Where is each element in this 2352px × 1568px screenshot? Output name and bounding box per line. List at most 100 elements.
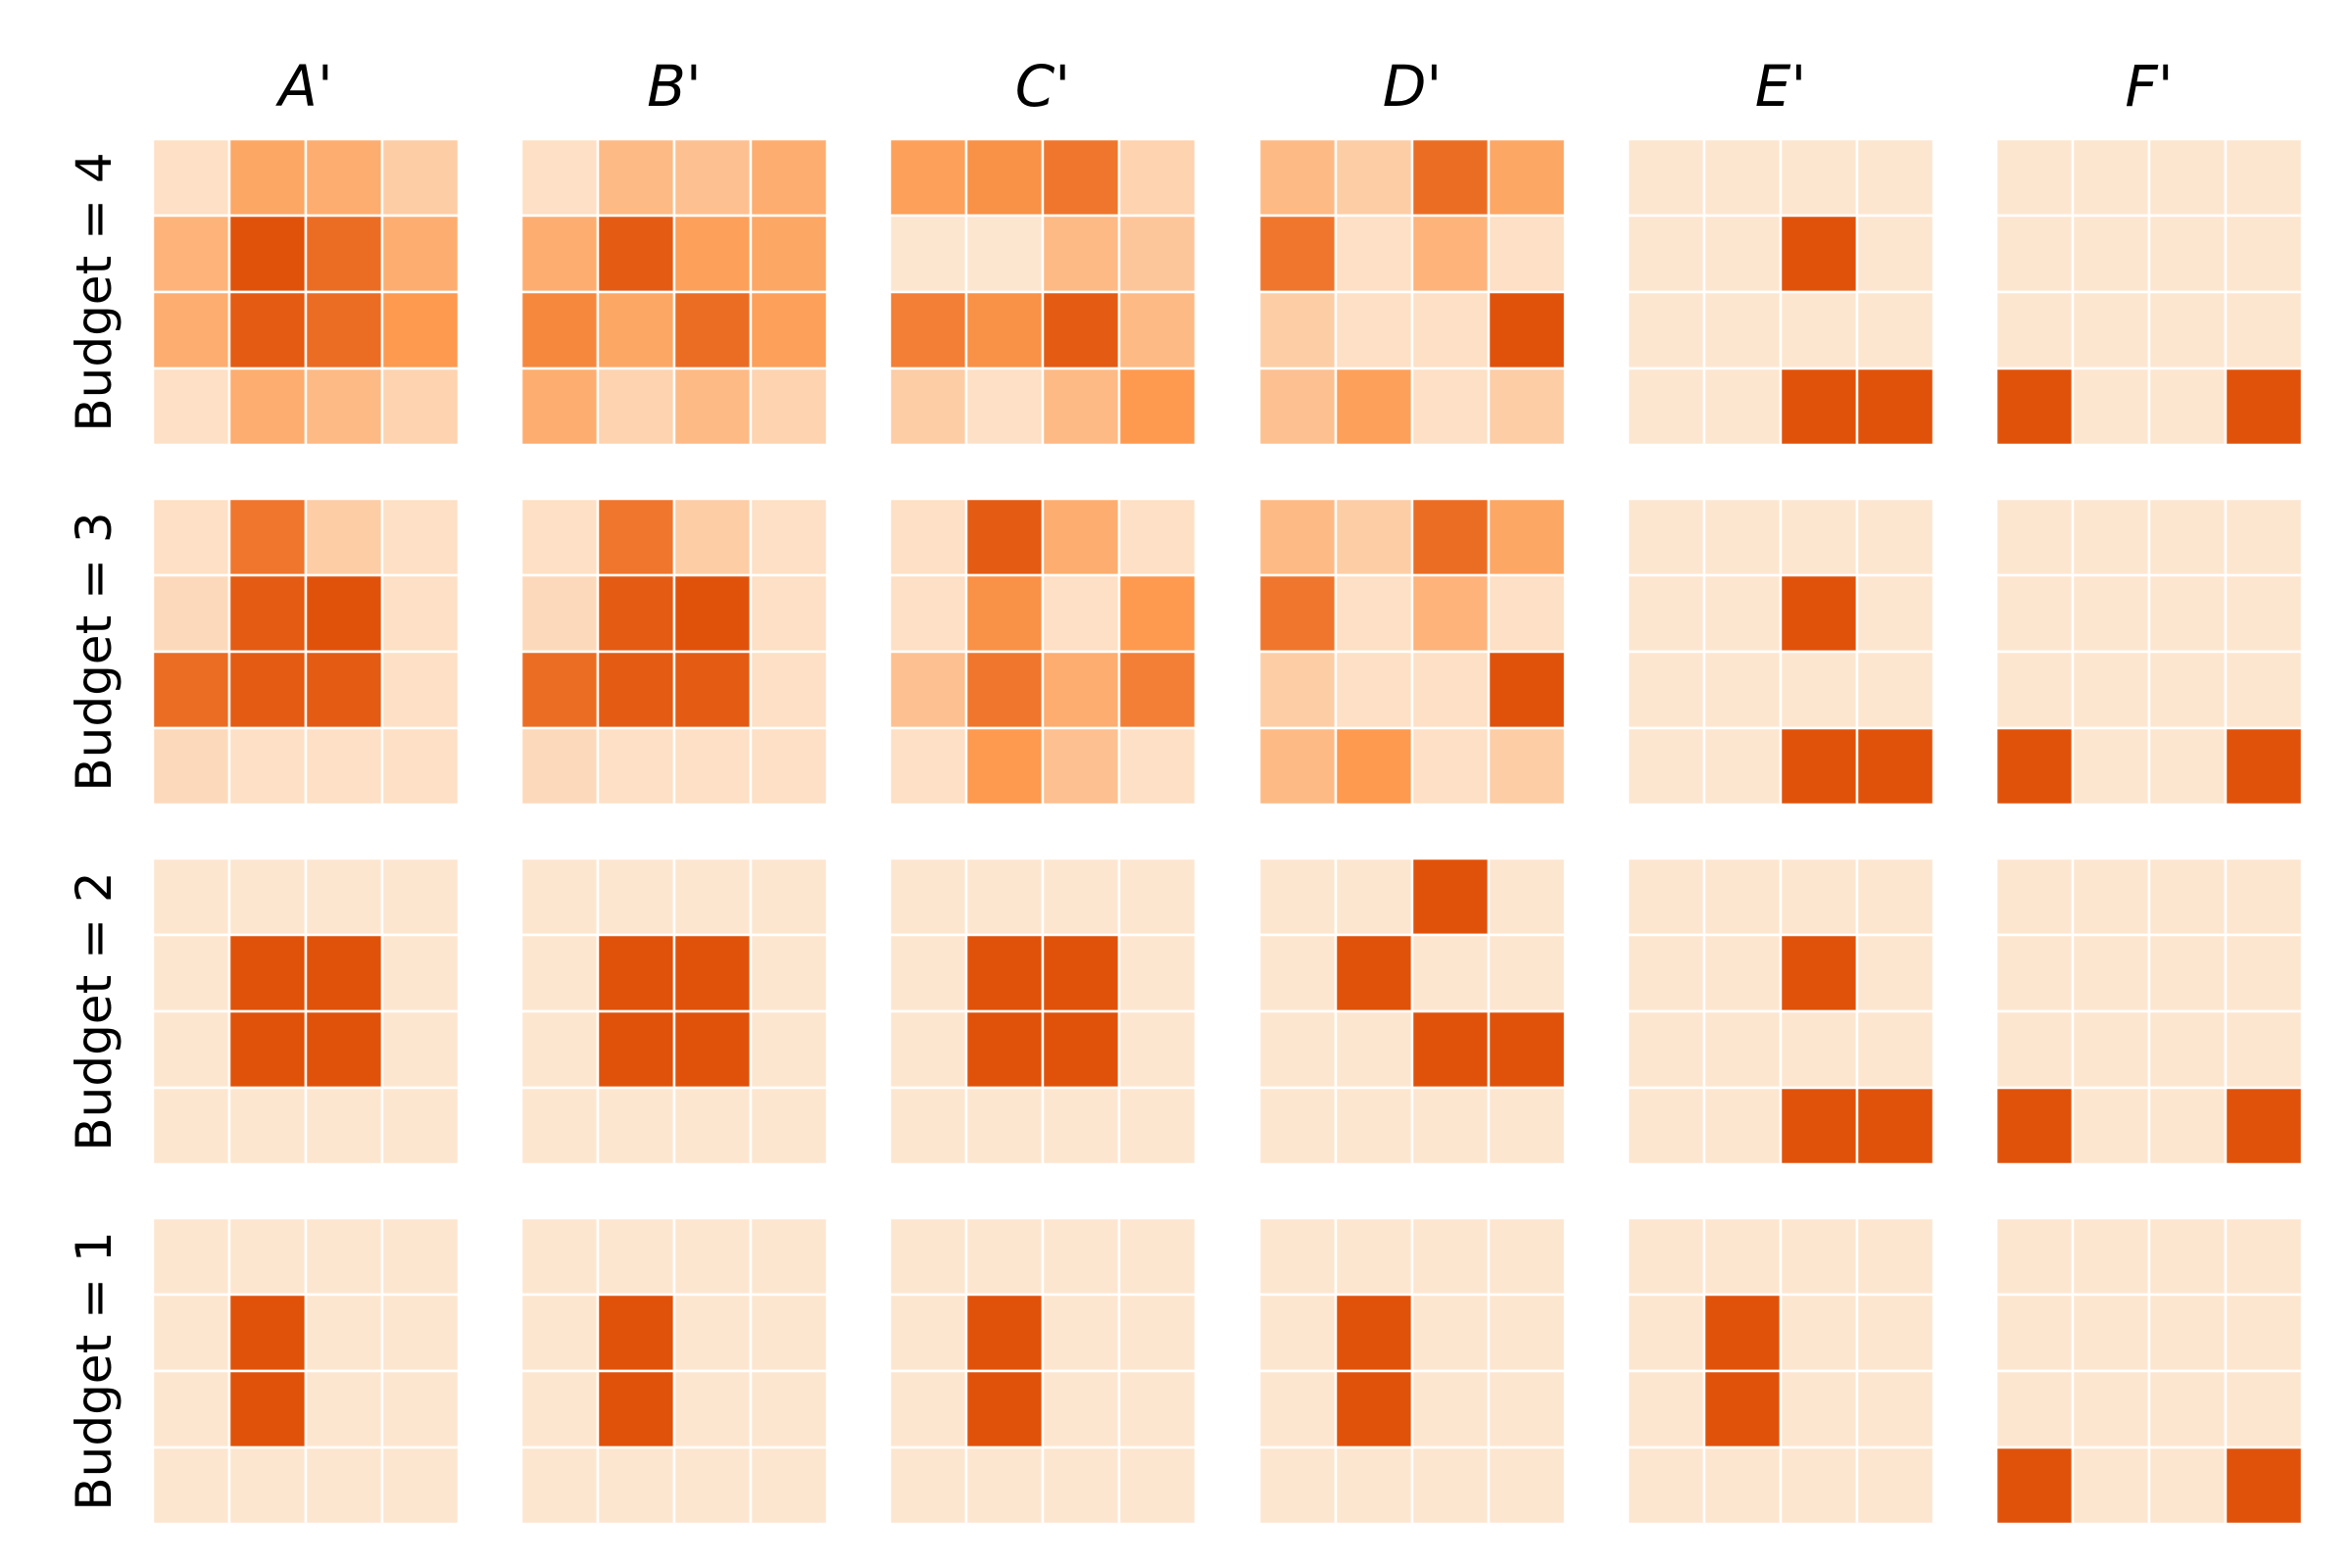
heatmap-cell bbox=[1487, 1086, 1567, 1166]
heatmap-cell bbox=[151, 1086, 231, 1166]
heatmap-cell bbox=[151, 290, 231, 370]
heatmap-cell bbox=[2071, 214, 2151, 294]
heatmap-cell bbox=[596, 1009, 676, 1090]
heatmap-cell bbox=[1117, 1086, 1198, 1166]
heatmap-cell bbox=[1410, 1086, 1491, 1166]
heatmap-cell bbox=[888, 1009, 968, 1090]
heatmap-cell bbox=[1702, 367, 1783, 447]
heatmap-cell bbox=[1626, 1009, 1706, 1090]
heatmap-cell bbox=[2224, 367, 2304, 447]
heatmap-cell bbox=[1117, 857, 1198, 937]
heatmap-cell bbox=[380, 137, 461, 218]
heatmap-cell bbox=[1117, 1009, 1198, 1090]
heatmap-cell bbox=[1334, 1293, 1414, 1373]
heatmap-cell bbox=[2147, 1086, 2228, 1166]
heatmap-cell bbox=[964, 137, 1045, 218]
heatmap-cell bbox=[964, 1446, 1045, 1526]
heatmap-cell bbox=[1626, 497, 1706, 577]
heatmap-cell bbox=[2071, 367, 2151, 447]
heatmap-cell bbox=[1702, 1009, 1783, 1090]
heatmap-cell bbox=[519, 367, 600, 447]
heatmap-cell bbox=[2224, 650, 2304, 730]
heatmap-cell bbox=[304, 214, 384, 294]
heatmap-cell bbox=[1487, 573, 1567, 654]
heatmap-cell bbox=[964, 1009, 1045, 1090]
panel-budget-2-col-5 bbox=[1626, 857, 1936, 1166]
heatmap-cell bbox=[1041, 1086, 1121, 1166]
heatmap-cell bbox=[151, 1369, 231, 1449]
heatmap-cell bbox=[749, 214, 829, 294]
heatmap-cell bbox=[1626, 367, 1706, 447]
heatmap-cell bbox=[672, 137, 753, 218]
heatmap-cell bbox=[888, 1216, 968, 1297]
heatmap-cell bbox=[2224, 1293, 2304, 1373]
row-title-budget-1: Budget = 1 bbox=[66, 1231, 122, 1510]
heatmap-cell bbox=[2224, 1086, 2304, 1166]
heatmap-cell bbox=[304, 1086, 384, 1166]
heatmap-cell bbox=[749, 1216, 829, 1297]
heatmap-cell bbox=[1702, 1369, 1783, 1449]
heatmap-cell bbox=[672, 1369, 753, 1449]
heatmap-cell bbox=[519, 650, 600, 730]
heatmap-cell bbox=[1117, 290, 1198, 370]
heatmap-cell bbox=[1855, 497, 1936, 577]
heatmap-cell bbox=[596, 573, 676, 654]
heatmap-cell bbox=[1117, 726, 1198, 807]
heatmap-cell bbox=[888, 214, 968, 294]
heatmap-cell bbox=[596, 367, 676, 447]
heatmap-cell bbox=[964, 1086, 1045, 1166]
panel-budget-4-col-2 bbox=[519, 137, 829, 447]
heatmap-cell bbox=[888, 497, 968, 577]
heatmap-cell bbox=[1994, 573, 2075, 654]
heatmap-cell bbox=[672, 214, 753, 294]
heatmap-cell bbox=[964, 650, 1045, 730]
heatmap-cell bbox=[1779, 214, 1859, 294]
heatmap-cell bbox=[1257, 650, 1338, 730]
heatmap-cell bbox=[2224, 1009, 2304, 1090]
heatmap-cell bbox=[1117, 214, 1198, 294]
panel-budget-1-col-4 bbox=[1257, 1216, 1567, 1526]
heatmap-cell bbox=[380, 650, 461, 730]
heatmap-cell bbox=[304, 137, 384, 218]
heatmap-cell bbox=[227, 214, 308, 294]
heatmap-cell bbox=[1041, 573, 1121, 654]
heatmap-cell bbox=[227, 290, 308, 370]
heatmap-cell bbox=[1779, 1293, 1859, 1373]
heatmap-cell bbox=[304, 650, 384, 730]
heatmap-cell bbox=[1702, 726, 1783, 807]
heatmap-cell bbox=[1702, 573, 1783, 654]
heatmap-cell bbox=[1994, 1446, 2075, 1526]
heatmap-cell bbox=[964, 1216, 1045, 1297]
heatmap-cell bbox=[1702, 1086, 1783, 1166]
heatmap-cell bbox=[2071, 857, 2151, 937]
heatmap-cell bbox=[1994, 650, 2075, 730]
heatmap-cell bbox=[151, 137, 231, 218]
heatmap-cell bbox=[380, 1293, 461, 1373]
heatmap-cell bbox=[227, 1369, 308, 1449]
heatmap-cell bbox=[749, 290, 829, 370]
heatmap-cell bbox=[1257, 1009, 1338, 1090]
heatmap-cell bbox=[1410, 1293, 1491, 1373]
heatmap-cell bbox=[1410, 290, 1491, 370]
heatmap-cell bbox=[2147, 137, 2228, 218]
heatmap-cell bbox=[1334, 497, 1414, 577]
heatmap-cell bbox=[1487, 857, 1567, 937]
heatmap-cell bbox=[2224, 1216, 2304, 1297]
heatmap-cell bbox=[519, 573, 600, 654]
heatmap-cell bbox=[1702, 1216, 1783, 1297]
panel-budget-3-col-5 bbox=[1626, 497, 1936, 807]
heatmap-cell bbox=[1117, 367, 1198, 447]
heatmap-cell bbox=[888, 573, 968, 654]
heatmap-cell bbox=[227, 1086, 308, 1166]
heatmap-cell bbox=[304, 857, 384, 937]
heatmap-cell bbox=[1257, 573, 1338, 654]
panel-budget-4-col-6 bbox=[1994, 137, 2304, 447]
panel-budget-2-col-1 bbox=[151, 857, 461, 1166]
heatmap-cell bbox=[1041, 497, 1121, 577]
heatmap-cell bbox=[227, 933, 308, 1013]
heatmap-cell bbox=[304, 726, 384, 807]
heatmap-cell bbox=[2071, 726, 2151, 807]
heatmap-cell bbox=[2071, 650, 2151, 730]
heatmap-cell bbox=[304, 1216, 384, 1297]
heatmap-cell bbox=[1410, 1369, 1491, 1449]
